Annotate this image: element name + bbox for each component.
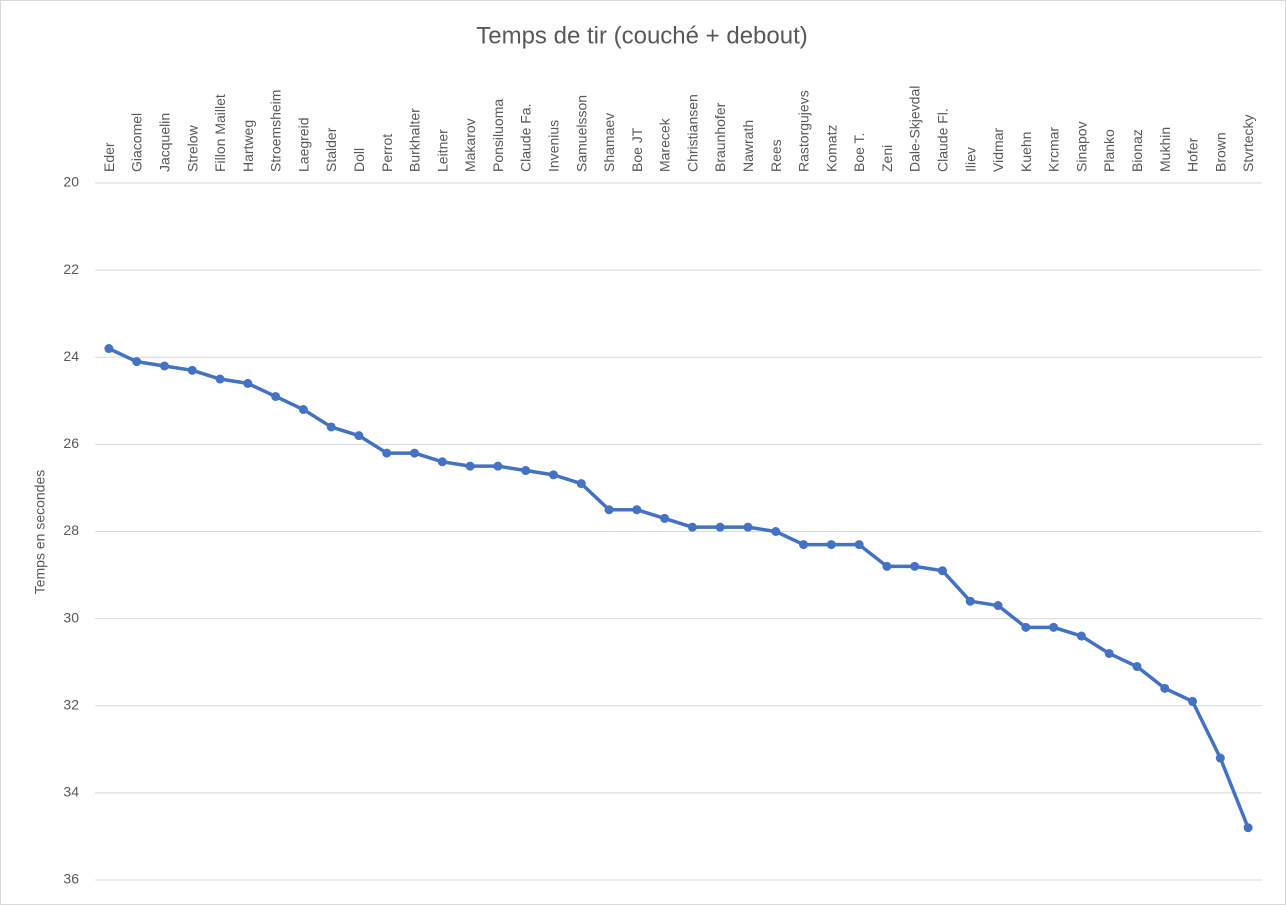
data-point [1132, 662, 1142, 672]
x-tick-label: Brown [1212, 132, 1228, 172]
data-point [743, 522, 753, 532]
data-point [382, 448, 392, 458]
x-tick-label: Rees [768, 139, 784, 172]
y-tick-label: 22 [63, 261, 79, 277]
data-point [965, 596, 975, 606]
x-tick-label: Leitner [434, 129, 450, 172]
data-point [1021, 622, 1031, 632]
data-point [937, 566, 947, 576]
data-point [215, 374, 225, 384]
y-tick-label: 32 [63, 696, 79, 712]
x-tick-label: Mukhin [1157, 127, 1173, 172]
x-tick-label: Nawrath [740, 120, 756, 172]
x-tick-label: Stvrtecky [1240, 114, 1256, 172]
y-tick-label: 20 [63, 174, 79, 190]
x-tick-label: Doll [351, 148, 367, 172]
data-point [243, 378, 253, 388]
y-tick-label: 36 [63, 871, 79, 887]
x-tick-label: Invenius [545, 120, 561, 172]
x-tick-label: Jacquelin [156, 113, 172, 172]
data-point [799, 540, 809, 550]
x-tick-label: Claude Fl. [934, 108, 950, 172]
x-tick-label: Iliev [962, 147, 978, 172]
y-tick-label: 26 [63, 435, 79, 451]
x-tick-label: Boe JT [629, 127, 645, 172]
data-point [1243, 823, 1253, 833]
data-point [687, 522, 697, 532]
y-tick-label: 34 [63, 784, 79, 800]
data-point [882, 561, 892, 571]
data-point [187, 365, 197, 375]
x-tick-label: Eder [101, 142, 117, 172]
data-point [493, 461, 503, 471]
data-point [437, 457, 447, 467]
data-point [159, 361, 169, 371]
y-tick-label: 30 [63, 609, 79, 625]
y-tick-label: 28 [63, 522, 79, 538]
data-point [1076, 631, 1086, 641]
x-tick-label: Samuelsson [573, 95, 589, 172]
x-tick-label: Shamaev [601, 113, 617, 172]
x-tick-label: Rastorgujevs [796, 90, 812, 172]
chart-title: Temps de tir (couché + debout) [476, 22, 808, 49]
data-point [1104, 648, 1114, 658]
x-tick-label: Komatz [823, 125, 839, 172]
x-tick-label: Marecek [657, 117, 673, 172]
data-point [771, 527, 781, 536]
x-tick-label: Hartweg [240, 120, 256, 172]
x-tick-label: Ponsiluoma [490, 99, 506, 172]
data-point [715, 522, 725, 532]
x-tick-label: Burkhalter [407, 108, 423, 172]
x-tick-label: Planko [1101, 129, 1117, 172]
x-tick-label: Christiansen [684, 94, 700, 172]
x-tick-label: Zeni [879, 145, 895, 172]
x-tick-label: Boe T. [851, 133, 867, 172]
series-line [108, 346, 1250, 829]
data-point [576, 479, 586, 489]
data-point [1049, 622, 1059, 632]
data-point [1160, 683, 1170, 693]
data-point [410, 448, 420, 458]
data-point [521, 466, 531, 476]
data-point [132, 357, 142, 367]
data-point [354, 431, 364, 441]
x-tick-label: Krcmar [1046, 127, 1062, 172]
x-tick-label: Vidmar [990, 128, 1006, 172]
data-point [298, 405, 308, 415]
x-tick-label: Dale-Skjevdal [907, 86, 923, 172]
x-tick-label: Stalder [323, 127, 339, 172]
data-point [854, 540, 864, 550]
data-point [1188, 696, 1198, 706]
x-tick-label: Braunhofer [712, 102, 728, 172]
x-tick-label: Claude Fa. [518, 104, 534, 172]
data-point [465, 461, 475, 471]
y-tick-label: 24 [63, 348, 79, 364]
data-point [660, 513, 670, 523]
x-tick-label: Makarov [462, 118, 478, 172]
x-tick-label: Hofer [1185, 137, 1201, 172]
data-point [326, 422, 336, 432]
x-tick-label: Giacomel [129, 113, 145, 172]
data-point [910, 561, 920, 571]
data-point [993, 601, 1003, 611]
x-tick-label: Strelow [184, 124, 200, 172]
x-tick-label: Sinapov [1073, 121, 1089, 172]
x-tick-label: Perrot [379, 134, 395, 172]
data-point [632, 505, 642, 515]
data-point [104, 344, 114, 354]
x-tick-label: Kuehn [1018, 132, 1034, 172]
data-point [826, 540, 836, 550]
data-point [604, 505, 614, 515]
data-point [548, 470, 558, 480]
x-tick-label: Fillon Maillet [212, 94, 228, 172]
y-axis-label: Temps en secondes [32, 470, 48, 595]
x-tick-label: Laegreid [295, 118, 311, 173]
x-tick-label: Stroemsheim [268, 90, 284, 172]
x-tick-label: Bionaz [1129, 129, 1145, 172]
data-point [271, 391, 281, 401]
data-point [1215, 753, 1225, 763]
